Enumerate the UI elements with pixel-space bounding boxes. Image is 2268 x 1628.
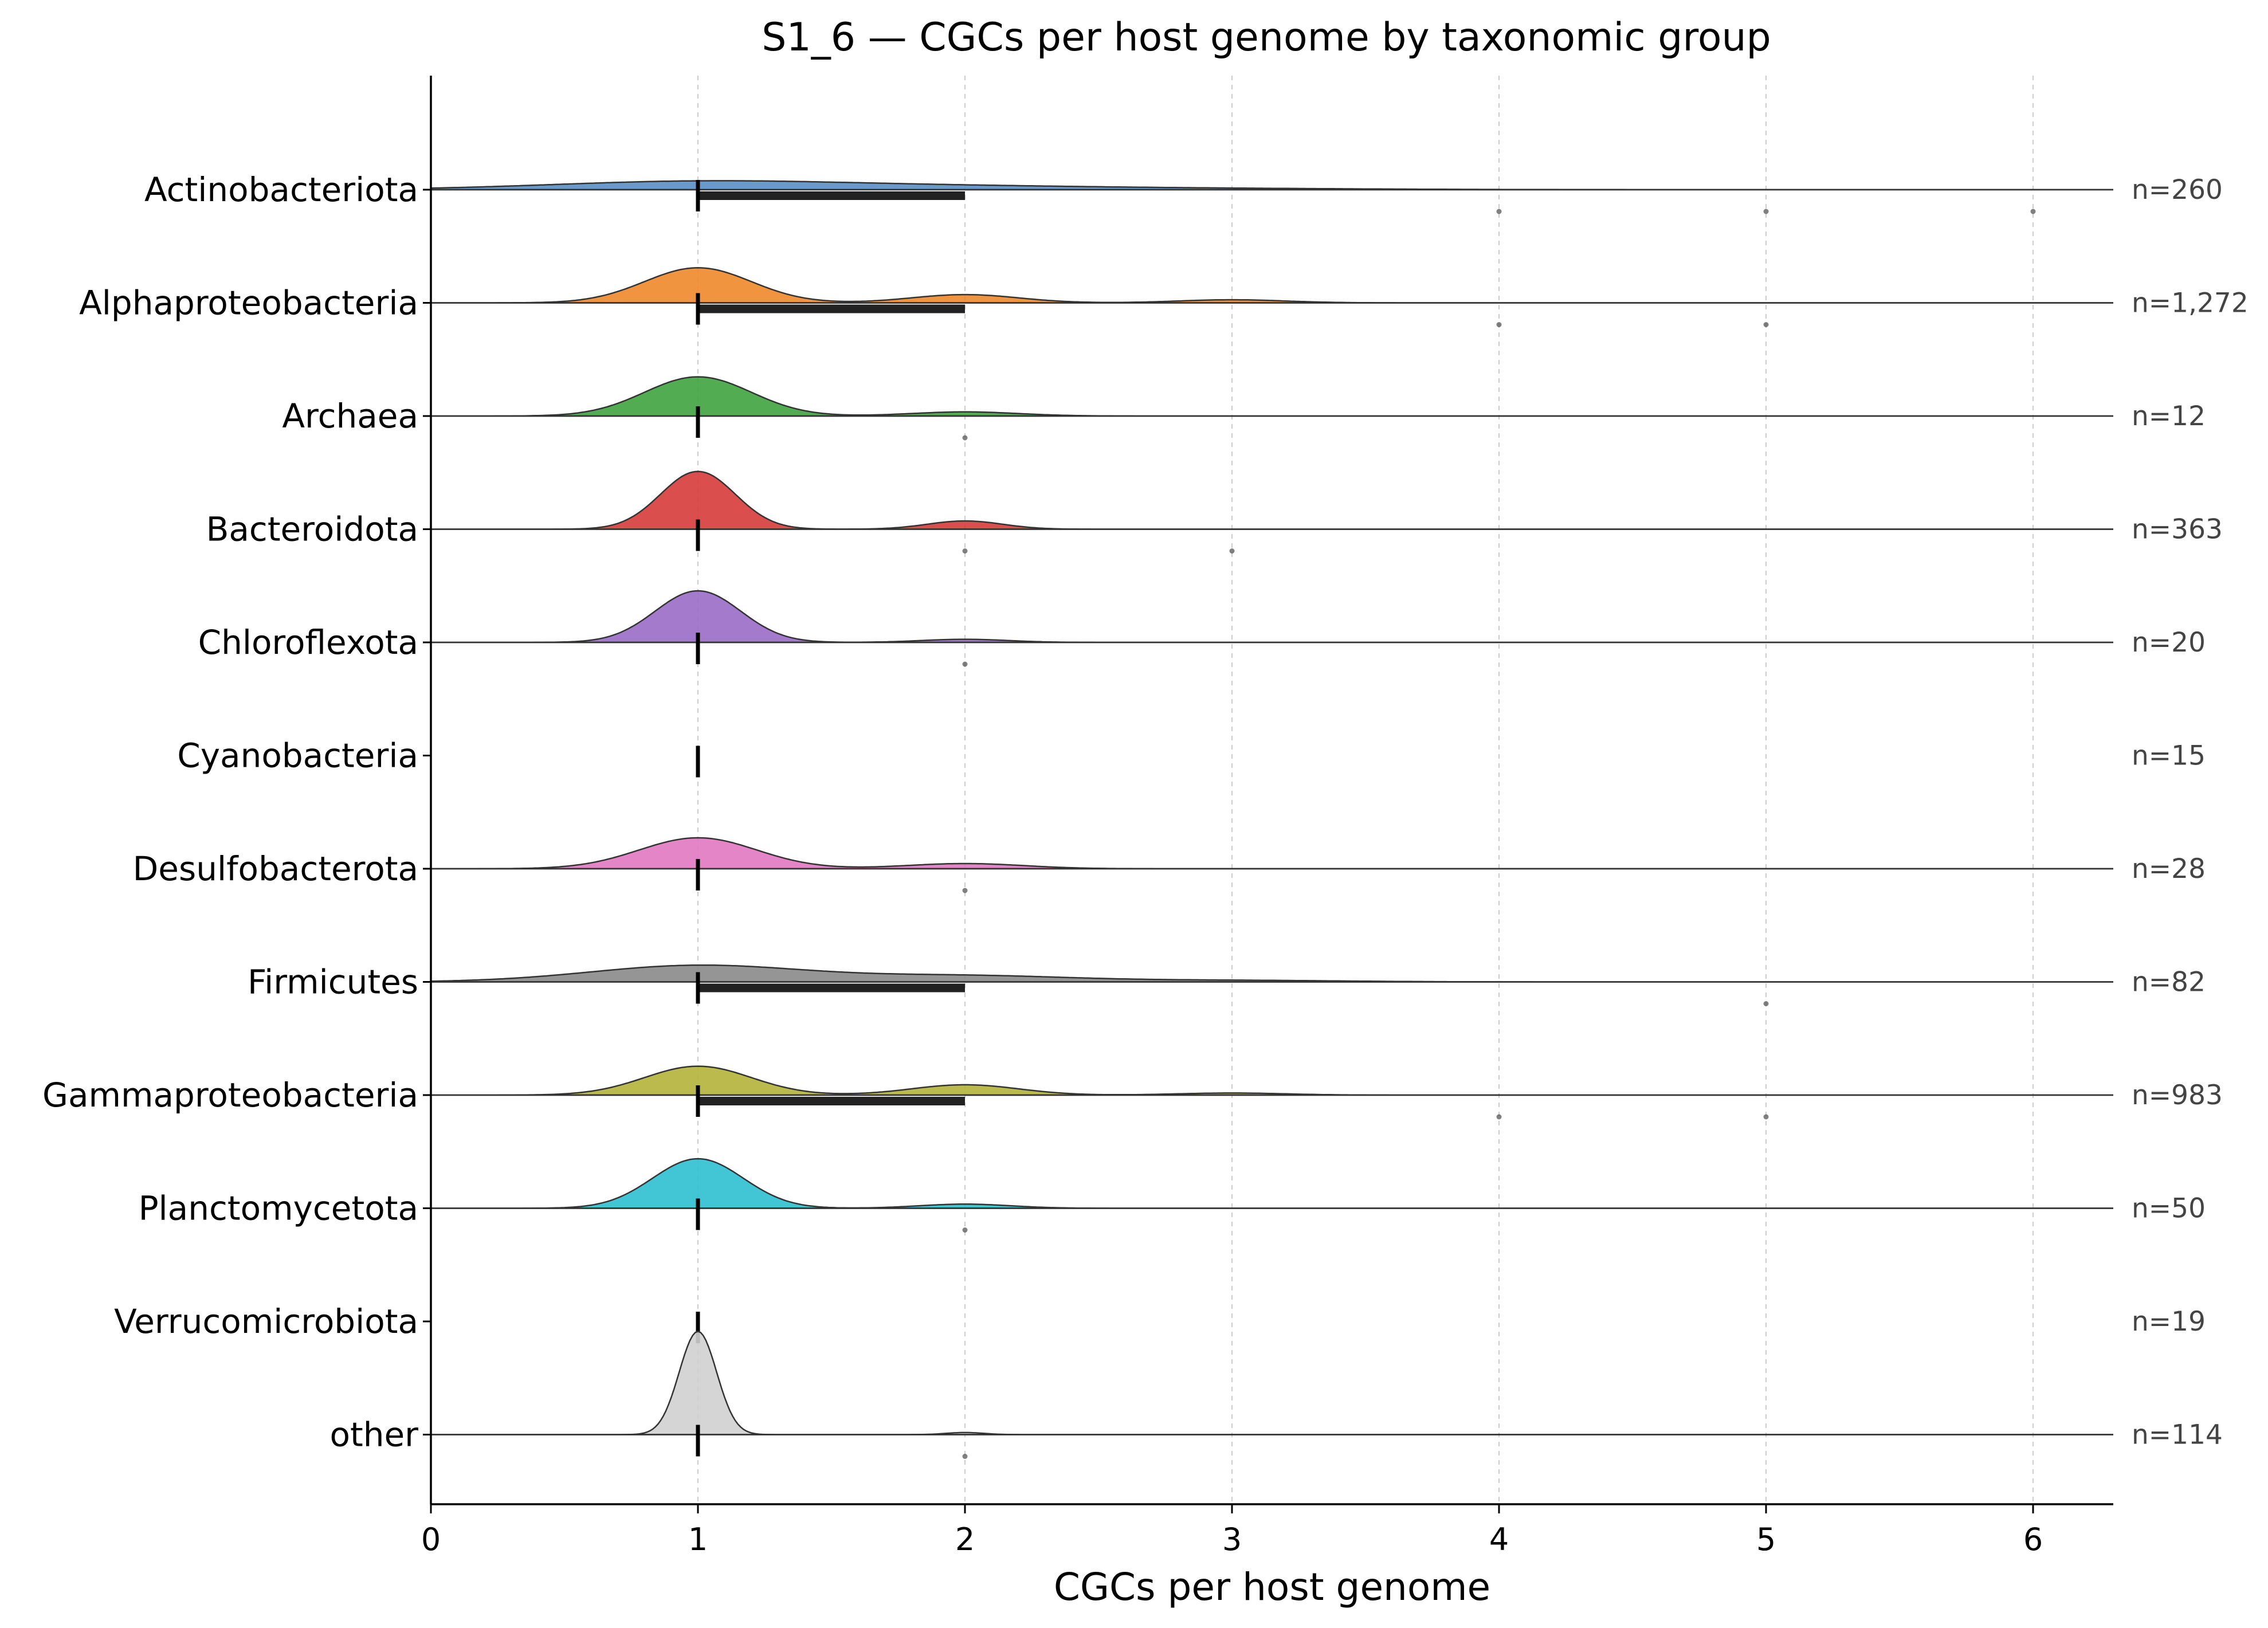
ridge-other: other n=114 xyxy=(329,1331,2223,1459)
n-count-label: n=20 xyxy=(2132,627,2206,658)
density-actinobacteriota xyxy=(430,180,2113,191)
x-tick-label-1: 1 xyxy=(688,1521,708,1558)
y-tick-label: Planctomycetota xyxy=(139,1189,418,1228)
density-other xyxy=(431,1331,2113,1435)
outlier-point xyxy=(1496,209,1502,214)
x-tick-label-3: 3 xyxy=(1222,1521,1242,1558)
x-tick-label-6: 6 xyxy=(2023,1521,2043,1558)
density-desulfobacterota xyxy=(431,837,2113,870)
n-count-label: n=50 xyxy=(2132,1193,2206,1225)
y-tick-label: Desulfobacterota xyxy=(133,849,418,888)
density-gammaproteobacteria xyxy=(431,1065,2113,1096)
ridge-cyanobacteria: Cyanobacteria n=15 xyxy=(177,736,2206,778)
x-tick-label-4: 4 xyxy=(1489,1521,1509,1558)
n-count-label: n=12 xyxy=(2132,401,2206,432)
grid-lines xyxy=(697,76,2034,1504)
density-firmicutes xyxy=(430,964,2113,983)
n-count-label: n=28 xyxy=(2132,853,2206,885)
y-tick-label: Alphaproteobacteria xyxy=(79,284,418,323)
chart-title: S1_6 — CGCs per host genome by taxonomic… xyxy=(762,15,1771,60)
ridge-verrucomicrobiota: Verrucomicrobiota n=19 xyxy=(114,1302,2206,1343)
y-tick-label: other xyxy=(329,1415,418,1454)
ridge-desulfobacterota: Desulfobacterota n=28 xyxy=(133,837,2206,893)
outlier-point xyxy=(1763,1001,1769,1006)
y-tick-label: Chloroflexota xyxy=(198,623,418,662)
ridge-chloroflexota: Chloroflexota n=20 xyxy=(198,590,2206,667)
x-tick-label-0: 0 xyxy=(421,1521,441,1558)
x-ticks: 0 1 2 3 4 5 6 xyxy=(421,1504,2043,1558)
outlier-point xyxy=(1763,1114,1769,1120)
iqr-bar xyxy=(698,191,965,200)
n-count-label: n=260 xyxy=(2132,174,2223,206)
density-planctomycetota xyxy=(431,1158,2113,1209)
outlier-point xyxy=(1496,322,1502,327)
n-count-label: n=1,272 xyxy=(2132,288,2249,319)
y-tick-label: Firmicutes xyxy=(248,963,418,1002)
n-count-label: n=15 xyxy=(2132,740,2206,772)
outlier-point xyxy=(962,888,968,893)
y-tick-label: Bacteroidota xyxy=(206,510,418,549)
y-tick-label: Cyanobacteria xyxy=(177,736,418,775)
n-count-label: n=363 xyxy=(2132,514,2223,546)
outlier-point xyxy=(1763,322,1769,327)
y-tick-label: Verrucomicrobiota xyxy=(114,1302,418,1341)
outlier-point xyxy=(1229,548,1235,554)
outlier-point xyxy=(1763,209,1769,214)
outlier-point xyxy=(1496,1114,1502,1120)
n-count-label: n=19 xyxy=(2132,1306,2206,1337)
outlier-point xyxy=(962,435,968,441)
ridge-firmicutes: Firmicutes n=82 xyxy=(248,963,2206,1006)
y-tick-label: Archaea xyxy=(282,397,418,436)
n-count-label: n=983 xyxy=(2132,1080,2223,1111)
axes xyxy=(430,76,2113,1505)
ridge-bacteroidota: Bacteroidota n=363 xyxy=(206,470,2223,554)
x-tick-label-2: 2 xyxy=(955,1521,975,1558)
ridge-actinobacteriota: Actinobacteriota n=260 xyxy=(144,170,2223,214)
density-archaea xyxy=(431,376,2113,417)
x-axis-label: CGCs per host genome xyxy=(1054,1565,1490,1609)
x-tick-label-5: 5 xyxy=(1756,1521,1776,1558)
density-chloroflexota xyxy=(431,590,2113,644)
ridge-archaea: Archaea n=12 xyxy=(282,376,2206,441)
ridge-alphaproteobacteria: Alphaproteobacteria n=1,272 xyxy=(79,267,2249,327)
outlier-point xyxy=(962,1454,968,1459)
y-tick-label: Actinobacteriota xyxy=(144,170,418,209)
ridge-planctomycetota: Planctomycetota n=50 xyxy=(139,1158,2206,1233)
outlier-point xyxy=(962,661,968,667)
ridges: Actinobacteriota n=260 Alphaproteobacteria… xyxy=(42,170,2249,1459)
density-alphaproteobacteria xyxy=(431,267,2113,304)
ridge-gammaproteobacteria: Gammaproteobacteria n=983 xyxy=(42,1065,2223,1120)
iqr-bar xyxy=(698,983,965,993)
iqr-bar xyxy=(698,1097,965,1105)
outlier-point xyxy=(962,1227,968,1233)
y-tick-label: Gammaproteobacteria xyxy=(42,1076,418,1115)
outlier-point xyxy=(962,548,968,554)
iqr-bar xyxy=(698,304,965,313)
n-count-label: n=82 xyxy=(2132,967,2206,998)
density-bacteroidota xyxy=(431,470,2113,530)
n-count-label: n=114 xyxy=(2132,1419,2223,1451)
outlier-point xyxy=(2030,209,2036,214)
